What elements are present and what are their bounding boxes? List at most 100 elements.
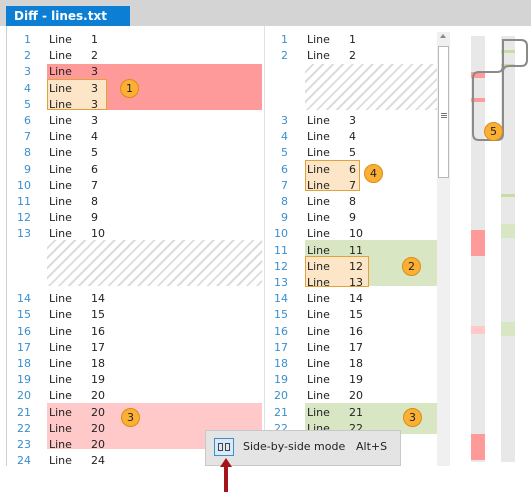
- line-value: 21: [349, 405, 363, 419]
- line-number: 4: [24, 81, 31, 95]
- line-text: Line: [307, 146, 330, 160]
- line-text: Line: [49, 405, 72, 419]
- tab-strip: Diff - lines.txt: [0, 0, 531, 26]
- line-value: 1: [91, 33, 98, 46]
- right-modified-box-a: [305, 160, 360, 191]
- map-mark: [471, 326, 485, 334]
- line-text: Line: [307, 389, 330, 403]
- line-number: 20: [17, 389, 31, 403]
- line-number: 10: [17, 178, 31, 192]
- line-text: Line: [307, 276, 330, 289]
- line-number: 19: [17, 373, 31, 387]
- line-text: Line: [307, 130, 330, 144]
- line-text: Line: [49, 195, 72, 208]
- line-value: 3: [91, 97, 98, 111]
- line-number: 17: [274, 340, 288, 354]
- line-number: 21: [17, 405, 31, 419]
- line-text: Line: [307, 308, 330, 322]
- line-number: 19: [274, 373, 288, 387]
- line-number: 7: [281, 178, 288, 192]
- line-value: 2: [349, 49, 356, 63]
- line-value: 6: [91, 162, 98, 176]
- left-modified-box: [47, 79, 107, 110]
- line-number: 11: [274, 243, 288, 257]
- tab-diff-lines[interactable]: Diff - lines.txt: [6, 6, 130, 26]
- line-text: Line: [49, 81, 72, 95]
- line-text: Line: [307, 114, 330, 127]
- line-text: Line: [307, 373, 330, 387]
- line-number: 14: [274, 292, 288, 306]
- line-value: 7: [91, 178, 98, 192]
- line-text: Line: [49, 114, 72, 127]
- line-number: 12: [274, 259, 288, 273]
- line-value: 20: [91, 438, 105, 451]
- line-number: 2: [24, 49, 31, 63]
- overview-viewport[interactable]: [469, 38, 531, 144]
- line-number: 20: [274, 389, 288, 403]
- scroll-up-icon[interactable]: [440, 34, 446, 38]
- line-number: 22: [17, 421, 31, 435]
- line-text: Line: [49, 292, 72, 306]
- line-number: 24: [17, 454, 31, 468]
- line-value: 18: [349, 357, 363, 370]
- line-value: 19: [349, 373, 363, 387]
- left-gap-hatch: [47, 240, 262, 286]
- line-value: 15: [91, 308, 105, 322]
- line-number: 3: [281, 114, 288, 127]
- line-number: 8: [281, 195, 288, 208]
- line-text: Line: [49, 227, 72, 241]
- line-value: 3: [349, 114, 356, 127]
- pane-divider[interactable]: [264, 26, 265, 466]
- line-value: 15: [349, 308, 363, 322]
- vertical-scrollbar[interactable]: [437, 32, 450, 466]
- callout-4: 4: [364, 164, 383, 183]
- map-mark: [501, 322, 515, 336]
- line-value: 12: [349, 259, 363, 273]
- line-text: Line: [49, 178, 72, 192]
- side-by-side-icon[interactable]: [214, 438, 234, 456]
- line-text: Line: [49, 49, 72, 63]
- line-number: 4: [281, 130, 288, 144]
- map-mark: [471, 434, 485, 460]
- line-value: 3: [91, 81, 98, 95]
- map-mark: [501, 194, 515, 197]
- line-number: 18: [274, 357, 288, 370]
- line-value: 11: [349, 243, 363, 257]
- line-value: 6: [349, 162, 356, 176]
- line-text: Line: [49, 421, 72, 435]
- line-value: 3: [91, 65, 98, 79]
- left-changed-line: [47, 434, 215, 449]
- pointer-arrow-icon: [220, 458, 232, 492]
- line-number: 2: [281, 49, 288, 63]
- map-mark: [471, 230, 485, 256]
- scrollbar-thumb[interactable]: [438, 46, 449, 178]
- line-value: 10: [349, 227, 363, 241]
- line-text: Line: [307, 162, 330, 176]
- line-text: Line: [307, 49, 330, 63]
- line-text: Line: [49, 357, 72, 370]
- line-number: 16: [17, 324, 31, 338]
- line-text: Line: [49, 33, 72, 46]
- line-text: Line: [307, 292, 330, 306]
- line-text: Line: [49, 324, 72, 338]
- right-gap-hatch: [305, 64, 437, 110]
- line-value: 4: [91, 130, 98, 144]
- left-changed-block: [47, 403, 262, 434]
- line-text: Line: [307, 227, 330, 241]
- line-text: Line: [307, 405, 330, 419]
- tooltip-shortcut: Alt+S: [356, 440, 388, 453]
- line-number: 9: [281, 211, 288, 225]
- line-value: 17: [349, 340, 363, 354]
- line-value: 4: [349, 130, 356, 144]
- callout-1: 1: [120, 79, 139, 98]
- line-number: 5: [281, 146, 288, 160]
- line-text: Line: [307, 340, 330, 354]
- tooltip-label: Side-by-side mode: [243, 440, 346, 453]
- line-number: 17: [17, 340, 31, 354]
- diff-body: 1 Line 1 2 Line 2 3 Line 3 4 Line 3 5 Line 3 6 Line 3 7 Lin…: [6, 26, 531, 468]
- line-value: 7: [349, 178, 356, 192]
- line-text: Line: [307, 324, 330, 338]
- overview-map-right[interactable]: [501, 36, 515, 462]
- line-value: 24: [91, 454, 105, 468]
